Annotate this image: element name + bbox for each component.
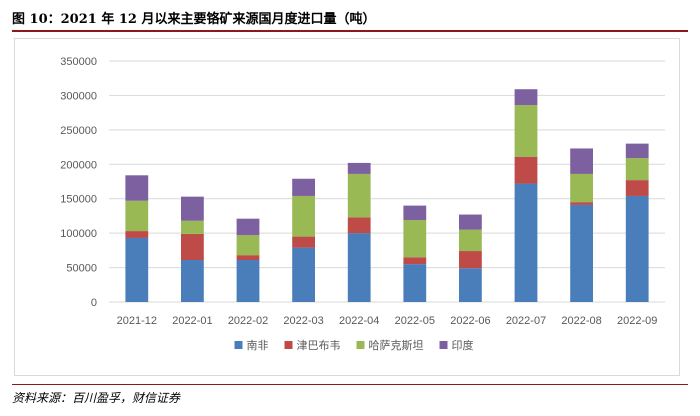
y-tick-label: 350000 <box>60 56 97 68</box>
bar-segment <box>459 268 482 302</box>
bar-segment <box>347 233 371 302</box>
source-bar: 资料来源：百川盈孚，财信证券 <box>12 384 688 411</box>
x-tick-label: 2022-01 <box>172 315 212 327</box>
bar-segment <box>181 196 204 221</box>
x-tick-label: 2022-04 <box>339 315 379 327</box>
bar-segment <box>125 237 149 302</box>
chart-frame: 0 50000 100000 150000 200000 250000 300000 3500… <box>14 38 680 376</box>
bar-segment <box>625 158 649 181</box>
x-tick-label: 2022-05 <box>395 315 435 327</box>
y-tick-label: 300000 <box>60 90 97 102</box>
legend-label: 南非 <box>247 339 269 352</box>
bar-segment <box>236 255 260 260</box>
bar-segment <box>292 247 315 302</box>
bar-segment <box>181 233 204 260</box>
bar-segment <box>570 173 593 203</box>
x-tick-label: 2021-12 <box>117 315 157 327</box>
bar-segment <box>292 236 315 248</box>
bar-segment <box>403 205 427 221</box>
y-tick-label: 200000 <box>60 159 97 171</box>
legend: 南非 津巴布韦 哈萨克斯坦 印度 <box>234 338 474 352</box>
bar-segment <box>570 148 593 174</box>
bar-segment <box>181 259 204 302</box>
legend-label: 津巴布韦 <box>297 339 341 352</box>
bar-segment <box>514 156 538 184</box>
bar-segment <box>514 183 538 302</box>
bar-segment <box>236 218 260 236</box>
bar-segment <box>125 231 149 238</box>
figure-title: 图 10：2021 年 12 月以来主要铬矿来源国月度进口量（吨） <box>12 12 376 27</box>
y-tick-label: 0 <box>91 297 97 309</box>
bar-segment <box>570 204 593 302</box>
legend-swatch <box>356 341 365 349</box>
x-tick-label: 2022-06 <box>450 315 490 327</box>
title-bar: 图 10：2021 年 12 月以来主要铬矿来源国月度进口量（吨） <box>12 6 688 32</box>
bar-segment <box>514 105 538 157</box>
bar-segment <box>459 214 482 230</box>
y-tick-label: 50000 <box>66 263 97 275</box>
y-tick-label: 150000 <box>60 194 97 206</box>
bar-segment <box>459 229 482 252</box>
x-tick-label: 2022-03 <box>283 315 323 327</box>
x-tick-label: 2022-08 <box>561 315 601 327</box>
legend-swatch <box>284 341 293 349</box>
bar-segment <box>625 143 649 159</box>
legend-swatch <box>234 341 243 349</box>
stacked-bar-chart: 0 50000 100000 150000 200000 250000 300000 3500… <box>60 56 665 352</box>
bar-segment <box>125 200 149 232</box>
bar-segment <box>403 257 427 265</box>
y-tick-label: 250000 <box>60 125 97 137</box>
y-tick-label: 100000 <box>60 228 97 240</box>
bar-segment <box>236 259 260 302</box>
legend-label: 印度 <box>452 338 474 352</box>
x-tick-label: 2022-07 <box>506 315 546 327</box>
bar-segment <box>459 251 482 269</box>
x-axis-labels: 2021-12 2022-01 2022-02 2022-03 2022-04 2022-… <box>117 315 658 327</box>
bar-segment <box>625 180 649 196</box>
legend-label: 哈萨克斯坦 <box>369 338 424 352</box>
source-note: 资料来源：百川盈孚，财信证券 <box>12 391 181 405</box>
bar-segment <box>403 264 427 302</box>
bar-segment <box>181 220 204 234</box>
x-tick-label: 2022-02 <box>228 315 268 327</box>
bar-segment <box>292 178 315 196</box>
bar-segment <box>292 195 315 237</box>
bar-segment <box>347 162 371 174</box>
bar-segment <box>570 202 593 205</box>
bars <box>125 89 649 302</box>
bar-segment <box>236 235 260 256</box>
bar-segment <box>514 89 538 106</box>
bar-segment <box>625 195 649 302</box>
legend-swatch <box>439 341 448 349</box>
y-axis-labels: 0 50000 100000 150000 200000 250000 300000 3500… <box>60 56 97 309</box>
bar-segment <box>125 175 149 201</box>
bar-segment <box>347 217 371 234</box>
bar-segment <box>347 173 371 218</box>
bar-segment <box>403 220 427 258</box>
x-tick-label: 2022-09 <box>617 315 657 327</box>
